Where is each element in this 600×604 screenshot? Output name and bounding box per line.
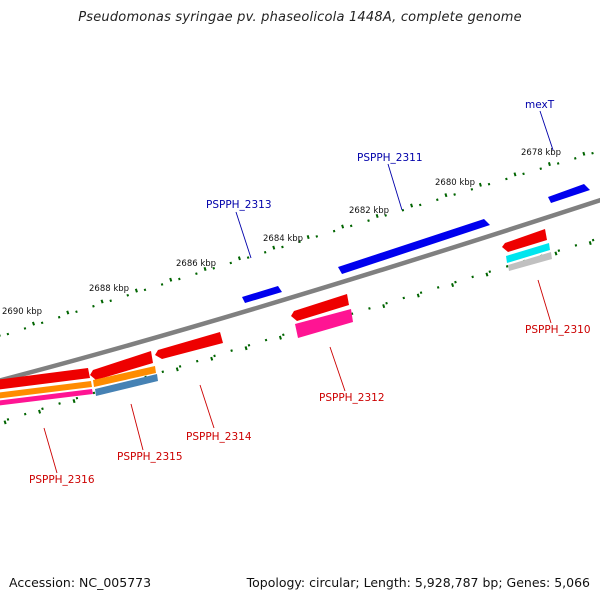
ruler-label-2682: 2682 kbp [349, 206, 389, 216]
map-title: Pseudomonas syringae pv. phaseolicola 14… [78, 10, 522, 25]
leader-pspph-2310 [537, 279, 552, 324]
cds-pspph-2316-pink [0, 389, 93, 406]
gene-label-pspph-2315[interactable]: PSPPH_2315 [117, 451, 183, 463]
leader-pspph-2315 [130, 403, 144, 451]
gene-pspph-2311-arrow[interactable] [338, 219, 490, 274]
gene-labels: mexT PSPPH_2311 PSPPH_2313 PSPPH_2310 PS… [29, 99, 591, 486]
cds-pspph-2310-grey [508, 252, 552, 271]
gene-label-pspph-2312[interactable]: PSPPH_2312 [319, 392, 385, 404]
gene-label-mext[interactable]: mexT [525, 99, 555, 111]
genome-summary-text: Topology: circular; Length: 5,928,787 bp… [246, 575, 590, 590]
accession-text: Accession: NC_005773 [9, 575, 152, 590]
ruler-label-2690: 2690 kbp [2, 307, 42, 317]
gene-label-pspph-2313[interactable]: PSPPH_2313 [206, 199, 272, 211]
leader-pspph-2314 [199, 384, 215, 429]
gene-label-pspph-2316[interactable]: PSPPH_2316 [29, 474, 95, 486]
leader-mext [539, 110, 554, 151]
cds-pspph-2315-steelblue [95, 374, 158, 396]
cds-tracks [0, 243, 552, 406]
ruler-label-2684: 2684 kbp [263, 234, 303, 244]
leader-pspph-2313 [235, 211, 252, 259]
cds-pspph-2316-orange [0, 381, 92, 399]
gene-pspph-2310-arrow[interactable] [502, 229, 547, 252]
gene-mext-arrow[interactable] [548, 184, 590, 203]
gene-pspph-2314-arrow[interactable] [155, 332, 223, 359]
reverse-strand-features [0, 229, 547, 390]
leader-pspph-2312 [329, 346, 346, 392]
ruler-labels: 2690 kbp 2688 kbp 2686 kbp 2684 kbp 2682… [2, 148, 561, 317]
ruler-label-2678: 2678 kbp [521, 148, 561, 158]
cds-pspph-2315-orange [93, 366, 156, 387]
forward-strand-features [242, 184, 590, 303]
cds-pspph-2312-pink [295, 309, 353, 338]
leader-pspph-2311 [387, 163, 403, 211]
gene-pspph-2312-arrow[interactable] [291, 294, 349, 321]
ruler-label-2680: 2680 kbp [435, 178, 475, 188]
gene-pspph-2315-arrow[interactable] [90, 351, 153, 380]
gene-label-pspph-2311[interactable]: PSPPH_2311 [357, 152, 423, 164]
cds-pspph-2310-cyan [506, 243, 550, 263]
gene-pspph-2313-arrow[interactable] [242, 286, 282, 303]
leader-pspph-2316 [43, 427, 58, 474]
ruler-label-2686: 2686 kbp [176, 259, 216, 269]
gene-pspph-2316-arrow[interactable] [0, 368, 90, 390]
gene-leader-lines [43, 110, 554, 474]
ruler-label-2688: 2688 kbp [89, 284, 129, 294]
gene-label-pspph-2314[interactable]: PSPPH_2314 [186, 431, 252, 443]
gene-label-pspph-2310[interactable]: PSPPH_2310 [525, 324, 591, 336]
genome-backbone [0, 197, 600, 383]
